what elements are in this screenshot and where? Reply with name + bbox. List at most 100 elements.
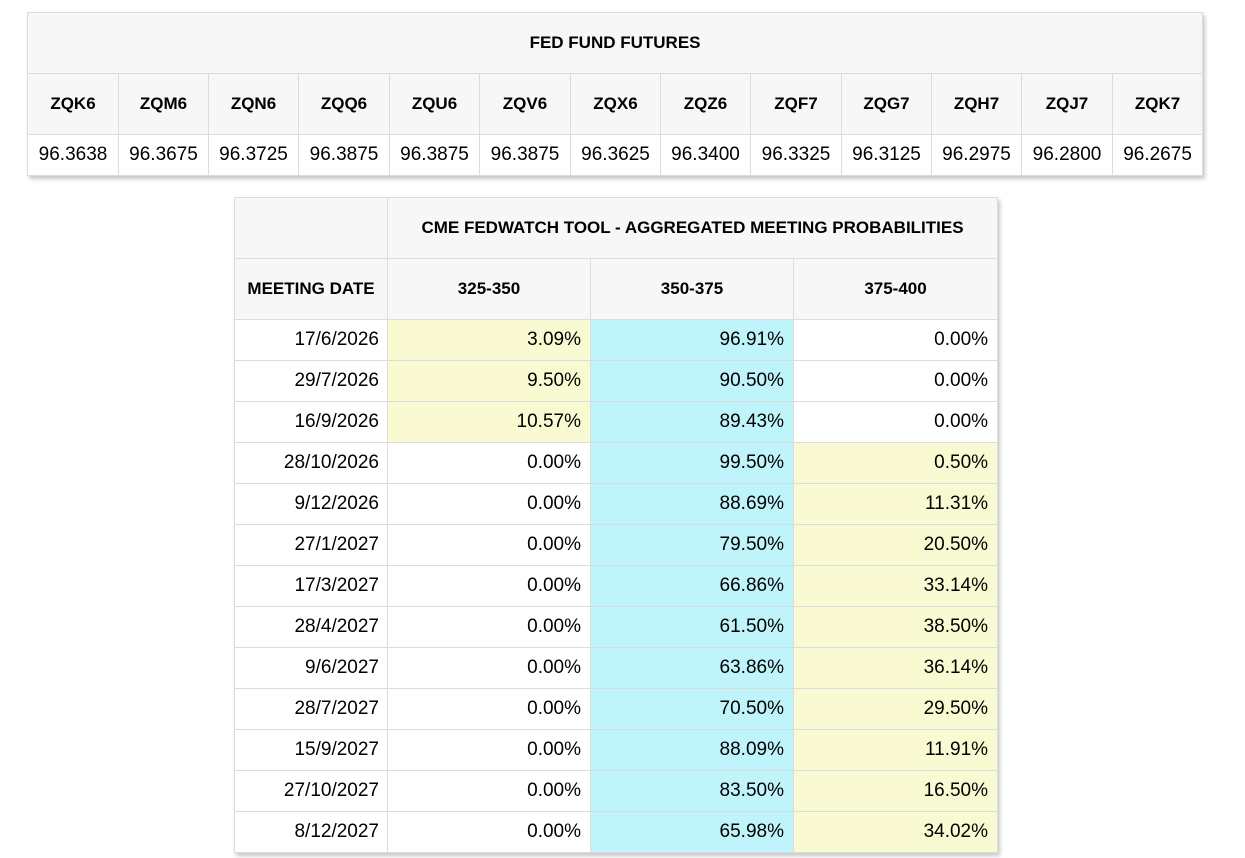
probability-cell: 36.14%	[792, 647, 999, 689]
probability-cell: 0.00%	[387, 729, 591, 771]
probability-cell: 99.50%	[590, 442, 794, 484]
contract-code: ZQG7	[841, 73, 932, 135]
contract-code: ZQH7	[931, 73, 1022, 135]
probability-cell: 88.69%	[590, 483, 794, 525]
table-row: 17/6/2026 3.09% 96.91% 0.00%	[234, 319, 999, 361]
contract-price: 96.3625	[570, 134, 661, 176]
contract-price: 96.3325	[750, 134, 842, 176]
range-header: 325-350	[387, 258, 591, 320]
contract-price: 96.3638	[27, 134, 119, 176]
contract-price: 96.2800	[1021, 134, 1113, 176]
contract-code: ZQZ6	[660, 73, 751, 135]
meeting-date: 27/1/2027	[234, 524, 388, 566]
probability-cell: 79.50%	[590, 524, 794, 566]
probability-cell: 0.00%	[387, 483, 591, 525]
contract-price: 96.3725	[208, 134, 299, 176]
fedwatch-probabilities-table: CME FEDWATCH TOOL - AGGREGATED MEETING P…	[234, 197, 999, 853]
meeting-date: 29/7/2026	[234, 360, 388, 402]
probability-cell: 0.50%	[792, 442, 999, 484]
probability-cell: 3.09%	[387, 319, 591, 361]
meeting-date: 17/3/2027	[234, 565, 388, 607]
probability-cell: 38.50%	[792, 606, 999, 648]
probability-cell: 0.00%	[792, 401, 999, 443]
meeting-date: 9/12/2026	[234, 483, 388, 525]
probability-cell: 0.00%	[387, 524, 591, 566]
contract-code: ZQV6	[479, 73, 571, 135]
contract-price: 96.3125	[841, 134, 932, 176]
probability-cell: 0.00%	[387, 442, 591, 484]
probability-cell: 0.00%	[792, 360, 999, 402]
table-row: 27/10/2027 0.00% 83.50% 16.50%	[234, 770, 999, 812]
fedwatch-title-row: CME FEDWATCH TOOL - AGGREGATED MEETING P…	[234, 197, 999, 259]
contract-code: ZQM6	[118, 73, 209, 135]
contract-code: ZQU6	[389, 73, 480, 135]
fedwatch-title: CME FEDWATCH TOOL - AGGREGATED MEETING P…	[386, 197, 999, 259]
meeting-date: 9/6/2027	[234, 647, 388, 689]
contract-price: 96.3675	[118, 134, 209, 176]
probability-cell: 89.43%	[590, 401, 794, 443]
contract-code: ZQN6	[208, 73, 299, 135]
table-row: 28/4/2027 0.00% 61.50% 38.50%	[234, 606, 999, 648]
table-row: 28/10/2026 0.00% 99.50% 0.50%	[234, 442, 999, 484]
contract-price: 96.3875	[298, 134, 390, 176]
probability-cell: 11.31%	[792, 483, 999, 525]
table-row: 27/1/2027 0.00% 79.50% 20.50%	[234, 524, 999, 566]
probability-cell: 9.50%	[387, 360, 591, 402]
probability-cell: 0.00%	[387, 606, 591, 648]
contract-price: 96.3400	[660, 134, 751, 176]
meeting-date: 15/9/2027	[234, 729, 388, 771]
meeting-date-header: MEETING DATE	[234, 258, 388, 320]
range-header: 375-400	[792, 258, 999, 320]
contract-code: ZQF7	[750, 73, 842, 135]
probability-cell: 70.50%	[590, 688, 794, 730]
contract-code: ZQX6	[570, 73, 661, 135]
probability-cell: 90.50%	[590, 360, 794, 402]
probability-cell: 65.98%	[590, 811, 794, 853]
table-row: 9/12/2026 0.00% 88.69% 11.31%	[234, 483, 999, 525]
contract-price: 96.3875	[389, 134, 480, 176]
probability-cell: 96.91%	[590, 319, 794, 361]
contract-price: 96.3875	[479, 134, 571, 176]
meeting-date: 28/4/2027	[234, 606, 388, 648]
meeting-date: 16/9/2026	[234, 401, 388, 443]
fedwatch-header-row: MEETING DATE 325-350 350-375 375-400	[234, 258, 999, 320]
fedwatch-body: 17/6/2026 3.09% 96.91% 0.00% 29/7/2026 9.50% 9…	[234, 319, 999, 853]
probability-cell: 10.57%	[387, 401, 591, 443]
table-row: 9/6/2027 0.00% 63.86% 36.14%	[234, 647, 999, 689]
table-row: 28/7/2027 0.00% 70.50% 29.50%	[234, 688, 999, 730]
probability-cell: 20.50%	[792, 524, 999, 566]
futures-header-row: ZQK6 ZQM6 ZQN6 ZQQ6 ZQU6 ZQV6 ZQX6 ZQZ6 …	[27, 73, 1204, 135]
table-row: 8/12/2027 0.00% 65.98% 34.02%	[234, 811, 999, 853]
contract-price: 96.2975	[931, 134, 1022, 176]
contract-code: ZQJ7	[1021, 73, 1113, 135]
probability-cell: 0.00%	[387, 770, 591, 812]
meeting-date: 17/6/2026	[234, 319, 388, 361]
futures-price-row: 96.3638 96.3675 96.3725 96.3875 96.3875 …	[27, 134, 1204, 176]
futures-title-row: FED FUND FUTURES	[26, 12, 1204, 74]
probability-cell: 0.00%	[387, 688, 591, 730]
meeting-date: 27/10/2027	[234, 770, 388, 812]
meeting-date: 8/12/2027	[234, 811, 388, 853]
table-row: 29/7/2026 9.50% 90.50% 0.00%	[234, 360, 999, 402]
meeting-date: 28/7/2027	[234, 688, 388, 730]
probability-cell: 0.00%	[387, 811, 591, 853]
contract-code: ZQQ6	[298, 73, 390, 135]
contract-code: ZQK7	[1111, 73, 1204, 135]
table-row: 16/9/2026 10.57% 89.43% 0.00%	[234, 401, 999, 443]
probability-cell: 63.86%	[590, 647, 794, 689]
probability-cell: 16.50%	[792, 770, 999, 812]
futures-title: FED FUND FUTURES	[26, 12, 1204, 74]
contract-price: 96.2675	[1111, 134, 1204, 176]
probability-cell: 34.02%	[792, 811, 999, 853]
probability-cell: 33.14%	[792, 565, 999, 607]
table-row: 15/9/2027 0.00% 88.09% 11.91%	[234, 729, 999, 771]
probability-cell: 0.00%	[387, 647, 591, 689]
table-row: 17/3/2027 0.00% 66.86% 33.14%	[234, 565, 999, 607]
contract-code: ZQK6	[27, 73, 119, 135]
probability-cell: 83.50%	[590, 770, 794, 812]
meeting-date: 28/10/2026	[234, 442, 388, 484]
probability-cell: 66.86%	[590, 565, 794, 607]
probability-cell: 88.09%	[590, 729, 794, 771]
probability-cell: 11.91%	[792, 729, 999, 771]
probability-cell: 61.50%	[590, 606, 794, 648]
